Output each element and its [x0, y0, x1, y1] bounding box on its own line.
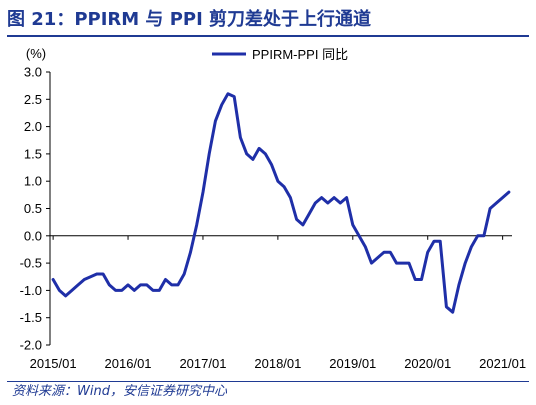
legend-label: PPIRM-PPI 同比: [252, 47, 348, 62]
x-tick-label: 2019/01: [329, 356, 376, 371]
y-tick-label: 1.0: [24, 174, 42, 189]
chart-axes: (%) 3.0 2.5 2.0 1.5 1.0 0.5 0.0 -0.5 -1.0 -1.5 -2.0…: [20, 46, 527, 371]
series-line: [51, 92, 511, 314]
y-tick-label: 3.0: [24, 65, 42, 80]
y-tick-label: 0.5: [24, 201, 42, 216]
x-tick-label: 2021/01: [479, 356, 526, 371]
x-tick-label: 2017/01: [179, 356, 226, 371]
y-tick-label: -2.0: [20, 338, 42, 353]
figure-title: 图 21：PPIRM 与 PPI 剪刀差处于上行通道: [7, 9, 372, 30]
x-tick-label: 2016/01: [105, 356, 152, 371]
y-tick-label: 0.0: [24, 228, 42, 243]
y-tick-label: -1.0: [20, 283, 42, 298]
title-rule: [7, 35, 529, 37]
y-tick-label: -0.5: [20, 256, 42, 271]
y-tick-label: 1.5: [24, 146, 42, 161]
y-axis-unit: (%): [26, 46, 46, 61]
y-tick-label: 2.5: [24, 92, 42, 107]
x-tick-label: 2015/01: [30, 356, 77, 371]
y-tick-label: 2.0: [24, 119, 42, 134]
source-note: 资料来源：Wind，安信证券研究中心: [12, 384, 227, 399]
chart-legend: PPIRM-PPI 同比: [212, 47, 348, 62]
y-tick-label: -1.5: [20, 310, 42, 325]
x-tick-label: 2018/01: [254, 356, 301, 371]
source-rule: [7, 381, 529, 382]
series-layer: [51, 92, 511, 314]
x-tick-label: 2020/01: [404, 356, 451, 371]
